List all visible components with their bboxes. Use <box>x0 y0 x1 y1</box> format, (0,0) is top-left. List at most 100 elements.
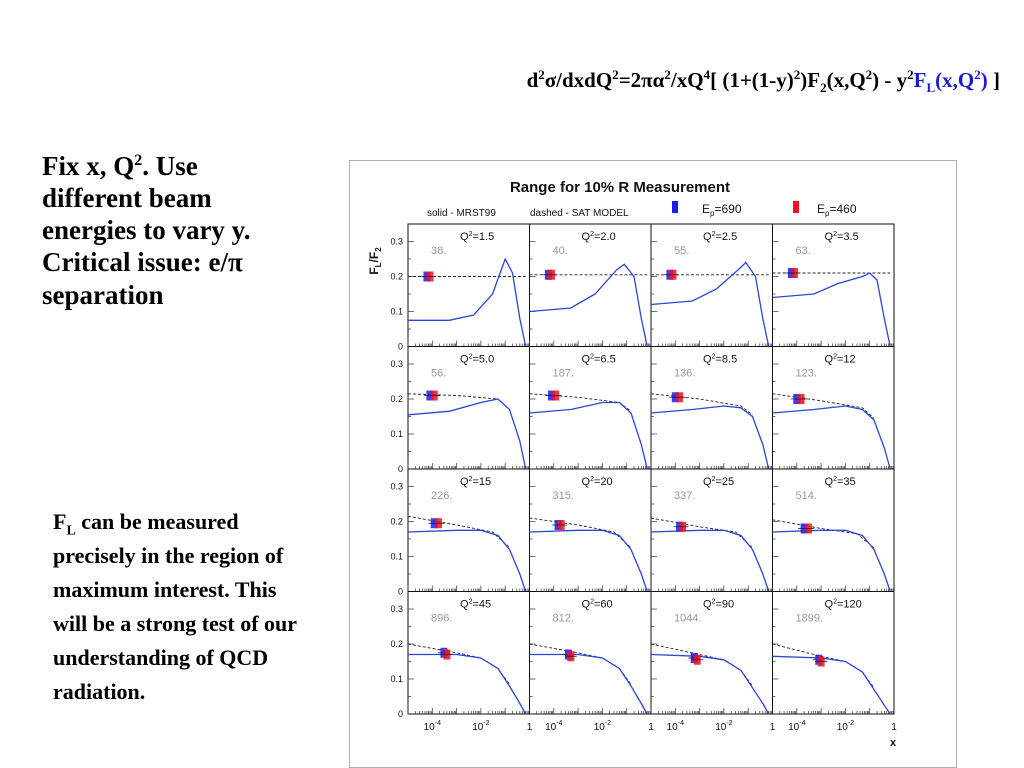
panel-q2-5.0: Q2=5.0 56. 0 0.1 0.2 0.3 <box>390 346 530 474</box>
panel-number: 1044. <box>674 613 702 625</box>
x-tick-label: 10-4 <box>424 720 441 733</box>
y-tick-label: 0.2 <box>390 394 403 404</box>
y-tick-label: 0 <box>398 342 403 352</box>
legend-marker-460 <box>793 201 799 213</box>
y-tick-label: 0 <box>398 464 403 474</box>
x-axis-label: x <box>890 737 897 749</box>
fl-range-figure: Range for 10% R Measurement solid - MRST… <box>349 160 957 768</box>
y-tick-label: 0 <box>398 709 403 719</box>
panel-number: 337. <box>674 490 695 502</box>
y-tick-label: 0.2 <box>390 639 403 649</box>
panel-frame <box>772 591 895 715</box>
chart-title: Range for 10% R Measurement <box>510 179 730 196</box>
mrst99-solid-curve <box>772 529 891 592</box>
y-tick-label: 0 <box>398 587 403 597</box>
chart-svg: Range for 10% R Measurement solid - MRST… <box>367 179 897 749</box>
x-tick-label: 10-4 <box>788 720 805 733</box>
mrst99-solid-curve <box>407 398 527 470</box>
mrst99-solid-curve <box>408 653 527 715</box>
fl-measurement-text: FL can be measured precisely in the regi… <box>53 509 297 705</box>
panel-q2-label: Q2=15 <box>460 476 491 488</box>
panel-q2-label: Q2=6.5 <box>582 354 616 366</box>
panel-q2-label: Q2=45 <box>460 599 491 611</box>
panel-q2-label: Q2=8.5 <box>703 354 737 366</box>
mrst99-solid-curve <box>772 272 891 347</box>
panel-q2-2.0: Q2=2.0 40. <box>529 223 652 347</box>
x-tick-label: 10-2 <box>715 720 732 733</box>
x-tick-label: 10-2 <box>594 720 611 733</box>
panel-frame <box>650 591 773 715</box>
x-tick-label: 1 <box>648 722 654 733</box>
panel-q2-label: Q2=2.0 <box>582 231 616 243</box>
fix-x-q2-text: Fix x, Q2. Use different beam energies t… <box>42 151 251 310</box>
panel-number: 123. <box>796 368 817 380</box>
panel-q2-6.5: Q2=6.5 187. <box>529 346 652 470</box>
y-tick-label: 0.3 <box>390 604 403 614</box>
panel-q2-label: Q2=5.0 <box>460 354 494 366</box>
panel-number: 55. <box>674 245 689 257</box>
x-tick-label: 1 <box>770 722 776 733</box>
panel-q2-label: Q2=20 <box>582 476 613 488</box>
y-tick-label: 0.1 <box>390 552 403 562</box>
panel-number: 56. <box>431 368 446 380</box>
sat-model-dashed-curve <box>407 393 510 410</box>
sat-model-dashed-curve <box>772 393 875 419</box>
legend-beam-690: Ep=690 <box>702 202 742 218</box>
panel-number: 136. <box>674 368 695 380</box>
y-tick-label: 0.3 <box>390 237 403 247</box>
sat-model-dashed-curve <box>529 643 632 685</box>
panel-q2-label: Q2=12 <box>825 354 856 366</box>
panel-number: 896. <box>431 613 452 625</box>
sat-model-dashed-curve <box>407 643 510 685</box>
panel-q2-25: Q2=25 337. <box>650 468 773 592</box>
mrst99-solid-curve <box>650 261 770 347</box>
mrst99-solid-curve <box>529 263 648 347</box>
panel-q2-45: Q2=45 896. 0 0.1 0.2 0.3 <box>390 591 530 719</box>
panel-q2-60: Q2=60 812. <box>529 591 652 715</box>
panel-q2-label: Q2=60 <box>582 599 613 611</box>
mrst99-solid-curve <box>529 653 648 715</box>
mrst99-solid-curve <box>408 257 527 347</box>
panel-q2-8.5: Q2=8.5 136. <box>650 346 773 470</box>
panel-number: 1899. <box>796 613 824 625</box>
fl-term: FL(x,Q2) <box>913 67 988 96</box>
panel-q2-label: Q2=35 <box>825 476 856 488</box>
y-tick-label: 0.1 <box>390 307 403 317</box>
sat-model-dashed-curve <box>650 517 753 549</box>
panel-number: 63. <box>796 245 811 257</box>
panel-q2-35: Q2=35 514. <box>772 468 895 592</box>
panel-number: 514. <box>796 490 817 502</box>
legend-dashed: dashed - SAT MODEL <box>530 208 629 219</box>
x-tick-label: 10-2 <box>472 720 489 733</box>
sat-model-dashed-curve <box>529 517 632 549</box>
panel-number: 812. <box>553 613 574 625</box>
panel-q2-label: Q2=1.5 <box>460 231 494 243</box>
y-tick-label: 0.2 <box>390 517 403 527</box>
panel-q2-20: Q2=20 315. <box>529 468 652 592</box>
panel-number: 315. <box>553 490 574 502</box>
panel-number: 38. <box>431 245 446 257</box>
panel-number: 40. <box>553 245 568 257</box>
x-tick-label: 10-4 <box>545 720 562 733</box>
legend-marker-690 <box>672 201 678 213</box>
y-tick-label: 0.2 <box>390 272 403 282</box>
panel-q2-label: Q2=25 <box>703 476 734 488</box>
y-tick-label: 0.1 <box>390 674 403 684</box>
panel-frame <box>407 223 530 347</box>
panel-q2-2.5: Q2=2.5 55. <box>650 223 773 347</box>
panel-q2-label: Q2=90 <box>703 599 734 611</box>
panel-q2-label: Q2=3.5 <box>825 231 859 243</box>
panel-q2-12: Q2=12 123. <box>772 346 895 470</box>
mrst99-solid-curve <box>407 529 527 592</box>
panel-q2-15: Q2=15 226. 0 0.1 0.2 0.3 <box>390 468 530 597</box>
panel-q2-label: Q2=120 <box>825 599 862 611</box>
panel-q2-3.5: Q2=3.5 63. <box>772 223 895 347</box>
panel-frame <box>407 346 530 470</box>
mrst99-solid-curve <box>529 529 648 592</box>
panel-frame <box>407 591 530 715</box>
panel-number: 226. <box>431 490 452 502</box>
legend-beam-460: Ep=460 <box>817 202 857 218</box>
mrst99-solid-curve <box>650 405 770 470</box>
